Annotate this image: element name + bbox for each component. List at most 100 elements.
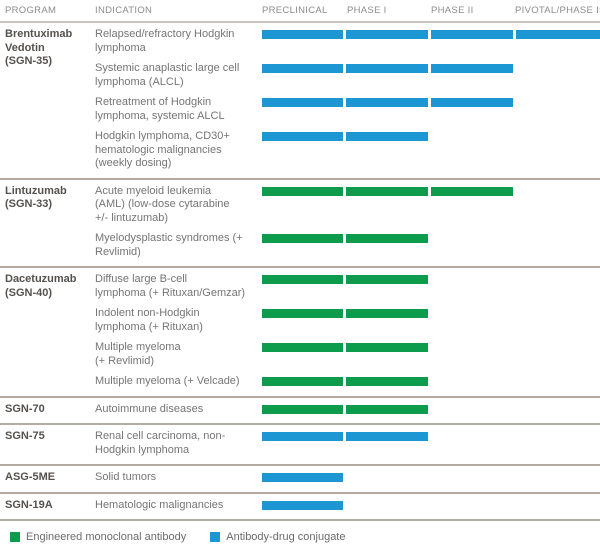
phase-segment: [262, 343, 343, 352]
phase-segment: [262, 132, 343, 141]
phase-segment: [262, 432, 343, 441]
indication-row: Retreatment of Hodgkin lymphoma, systemi…: [0, 96, 600, 130]
phase-segment: [262, 500, 343, 510]
indication-row: Renal cell carcinoma, non- Hodgkin lymph…: [0, 430, 600, 464]
indication-row: Multiple myeloma (+ Revlimid): [0, 341, 600, 375]
phase-segment: [346, 30, 428, 39]
legend: Engineered monoclonal antibody Antibody-…: [0, 521, 600, 543]
phase-segment: [346, 98, 428, 107]
indication-label: Acute myeloid leukemia (AML) (low-dose c…: [95, 184, 230, 224]
program-section: ASG-5ME Solid tumors: [0, 466, 600, 494]
indication-label: Relapsed/refractory Hodgkin lymphoma: [95, 28, 235, 54]
indication-row: Systemic anaplastic large cell lymphoma …: [0, 62, 600, 96]
phase-segment: [346, 132, 428, 141]
program-section: Lintuzumab (SGN-33) Acute myeloid leukemi…: [0, 180, 600, 268]
phase-segment: [262, 186, 343, 196]
indication-label: Multiple myeloma (+ Velcade): [95, 375, 240, 387]
program-name: Dacetuzumab (SGN-40): [5, 273, 77, 299]
column-header-indication: INDICATION: [95, 5, 153, 16]
phase-progress-bar: [262, 234, 431, 243]
legend-item-mab: Engineered monoclonal antibody: [10, 531, 186, 543]
indication-row: Autoimmune diseases: [0, 403, 600, 424]
indication-label: Renal cell carcinoma, non- Hodgkin lymph…: [95, 430, 226, 456]
legend-label: Antibody-drug conjugate: [226, 531, 346, 543]
program-section: SGN-19A Hematologic malignancies: [0, 494, 600, 521]
program-name: SGN-19A: [5, 498, 53, 511]
phase-progress-bar: [262, 404, 431, 414]
phase-segment: [262, 30, 343, 39]
phase-segment: [262, 64, 343, 73]
column-header-phase2: PHASE II: [431, 5, 474, 16]
phase-progress-bar: [262, 500, 346, 510]
indication-row: Myelodysplastic syndromes (+ Revlimid): [0, 232, 600, 266]
phase-segment: [262, 404, 343, 414]
program-name: SGN-75: [5, 430, 45, 442]
phase-segment: [431, 64, 513, 73]
indication-row: Acute myeloid leukemia (AML) (low-dose c…: [0, 185, 600, 233]
indication-label: Multiple myeloma (+ Revlimid): [95, 341, 181, 367]
mab-color-swatch-icon: [10, 532, 20, 542]
indication-row: Solid tumors: [0, 471, 600, 492]
phase-segment: [346, 64, 428, 73]
phase-segment: [262, 309, 343, 318]
program-name: Lintuzumab (SGN-33): [5, 184, 67, 211]
phase-progress-bar: [262, 186, 516, 196]
pipeline-body: Brentuximab Vedotin (SGN-35) Relapsed/ref…: [0, 23, 600, 521]
column-header-preclinical: PRECLINICAL: [262, 5, 328, 16]
indication-row: Indolent non-Hodgkin lymphoma (+ Rituxan…: [0, 307, 600, 341]
legend-item-adc: Antibody-drug conjugate: [210, 531, 345, 543]
indication-label: Retreatment of Hodgkin lymphoma, systemi…: [95, 96, 225, 122]
column-header-phase1: PHASE I: [347, 5, 387, 16]
phase-segment: [431, 186, 513, 196]
phase-segment: [262, 473, 343, 482]
adc-color-swatch-icon: [210, 532, 221, 542]
indication-label: Solid tumors: [95, 471, 157, 483]
indication-label: Autoimmune diseases: [95, 402, 204, 415]
program-name: Brentuximab Vedotin (SGN-35): [5, 28, 73, 67]
indication-label: Hodgkin lymphoma, CD30+ hematologic mali…: [95, 130, 230, 169]
phase-segment: [262, 234, 343, 243]
phase-segment: [431, 30, 513, 39]
legend-label: Engineered monoclonal antibody: [26, 531, 187, 543]
indication-row: Hodgkin lymphoma, CD30+ hematologic mali…: [0, 130, 600, 178]
phase-segment: [262, 377, 343, 386]
phase-progress-bar: [262, 30, 600, 39]
phase-segment: [346, 404, 428, 414]
indication-row: Hematologic malignancies: [0, 499, 600, 520]
phase-progress-bar: [262, 473, 346, 482]
phase-progress-bar: [262, 432, 431, 441]
phase-progress-bar: [262, 132, 431, 141]
indication-row: Relapsed/refractory Hodgkin lymphoma: [0, 28, 600, 62]
phase-segment: [431, 98, 513, 107]
phase-progress-bar: [262, 98, 516, 107]
phase-progress-bar: [262, 377, 431, 386]
program-section: Dacetuzumab (SGN-40) Diffuse large B-cell…: [0, 268, 600, 398]
phase-segment: [346, 275, 428, 284]
phase-segment: [346, 343, 428, 352]
phase-progress-bar: [262, 309, 431, 318]
phase-progress-bar: [262, 275, 431, 284]
phase-progress-bar: [262, 343, 431, 352]
table-header: PROGRAM INDICATION PRECLINICAL PHASE I P…: [0, 0, 600, 23]
program-name: SGN-70: [5, 402, 45, 415]
indication-label: Hematologic malignancies: [95, 498, 224, 511]
indication-label: Indolent non-Hodgkin lymphoma (+ Rituxan…: [95, 307, 203, 333]
phase-segment: [346, 234, 428, 243]
phase-segment: [346, 432, 428, 441]
phase-segment: [262, 98, 343, 107]
indication-label: Myelodysplastic syndromes (+ Revlimid): [95, 232, 243, 258]
phase-segment: [346, 186, 428, 196]
program-section: SGN-75 Renal cell carcinoma, non- Hodgkin…: [0, 425, 600, 466]
program-section: SGN-70 Autoimmune diseases: [0, 398, 600, 425]
indication-label: Systemic anaplastic large cell lymphoma …: [95, 62, 240, 88]
indication-row: Multiple myeloma (+ Velcade): [0, 375, 600, 396]
phase-segment: [346, 377, 428, 386]
phase-segment: [346, 309, 428, 318]
phase-segment: [262, 275, 343, 284]
column-header-pivotal-phase3: PIVOTAL/PHASE III: [515, 5, 600, 16]
phase-segment: [516, 30, 600, 39]
phase-progress-bar: [262, 64, 516, 73]
program-name: ASG-5ME: [5, 471, 56, 483]
program-section: Brentuximab Vedotin (SGN-35) Relapsed/ref…: [0, 23, 600, 180]
indication-row: Diffuse large B-cell lymphoma (+ Rituxan…: [0, 273, 600, 307]
